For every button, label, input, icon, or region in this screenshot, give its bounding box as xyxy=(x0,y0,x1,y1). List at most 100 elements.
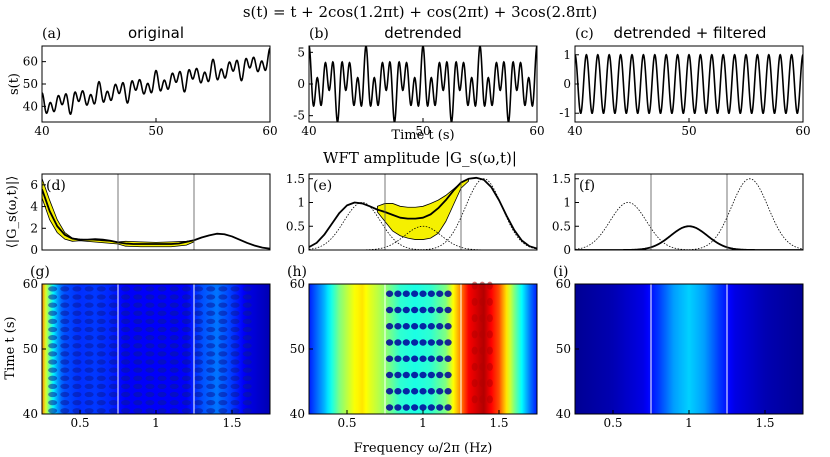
beat-blob-h xyxy=(427,355,435,362)
beat-blob-g xyxy=(72,286,82,292)
beat-blob-h xyxy=(471,297,478,306)
ytick-label-e-2: 1 xyxy=(297,196,305,210)
beat-blob-g xyxy=(121,343,131,349)
beat-blob-g xyxy=(157,351,167,357)
beat-blob-h xyxy=(402,306,410,314)
beat-blob-g xyxy=(157,367,167,373)
beat-blob-g xyxy=(230,302,240,308)
beat-blob-h xyxy=(427,306,435,314)
beat-blob-g xyxy=(157,318,167,324)
xlabel-b: Time t (s) xyxy=(391,128,454,143)
beat-blob-h xyxy=(479,379,486,388)
beat-blob-g xyxy=(48,310,58,316)
beat-blob-g xyxy=(133,391,143,398)
beat-blob-g xyxy=(206,400,216,406)
beat-blob-h xyxy=(427,290,435,297)
beat-blob-g xyxy=(194,359,204,365)
beat-blob-g xyxy=(181,294,191,300)
ytick-label-b-1: 0 xyxy=(297,77,305,91)
beat-blob-g xyxy=(157,408,167,414)
beat-blob-g xyxy=(133,326,143,333)
beat-blob-g xyxy=(181,302,191,308)
beat-blob-g xyxy=(181,343,191,349)
beat-blob-g xyxy=(108,367,118,373)
wft-heading: WFT amplitude |G_s(ω,t)| xyxy=(323,149,517,167)
beat-blob-g xyxy=(157,294,167,300)
beat-blob-g xyxy=(206,318,216,324)
beat-blob-g xyxy=(84,391,94,398)
beat-blob-g xyxy=(96,326,106,333)
beat-blob-g xyxy=(133,375,143,381)
beat-blob-g xyxy=(242,326,252,333)
beat-blob-g xyxy=(96,286,106,292)
beat-blob-g xyxy=(157,383,167,389)
series-line-c xyxy=(575,53,803,114)
beat-blob-h xyxy=(411,306,419,314)
beat-blob-h xyxy=(479,314,486,323)
xtick-label-a-0: 40 xyxy=(34,124,49,138)
beat-blob-g xyxy=(181,351,191,357)
beat-blob-h xyxy=(479,330,486,339)
beat-blob-g xyxy=(108,351,118,357)
beat-blob-g xyxy=(72,335,82,341)
beat-blob-g xyxy=(218,310,228,316)
beat-blob-g xyxy=(206,367,216,373)
beat-blob-g xyxy=(157,335,167,341)
beat-blob-g xyxy=(230,351,240,357)
panel-label-f: (f) xyxy=(579,178,595,194)
beat-blob-g xyxy=(108,335,118,341)
ytick-label-c-0: -1 xyxy=(559,106,571,120)
beat-blob-g xyxy=(48,326,58,333)
axes-frame-d xyxy=(41,173,271,251)
beat-blob-g xyxy=(218,391,228,398)
ytick-label-h-2: 60 xyxy=(290,277,305,291)
main-curve-f-0 xyxy=(575,225,803,250)
beat-blob-g xyxy=(242,400,252,406)
beat-blob-g xyxy=(96,391,106,398)
series-line-b xyxy=(309,46,537,122)
beat-blob-h xyxy=(394,290,402,297)
beat-blob-g xyxy=(230,408,240,414)
beat-blob-g xyxy=(194,326,204,333)
beat-blob-g xyxy=(121,286,131,292)
beat-blob-g xyxy=(121,351,131,357)
beat-blob-g xyxy=(60,351,70,357)
beat-blob-h xyxy=(419,306,427,314)
beat-blob-g xyxy=(181,318,191,324)
panel-label-h: (h) xyxy=(287,264,307,280)
beat-blob-h xyxy=(486,379,493,388)
beat-blob-g xyxy=(145,326,155,333)
beat-blob-g xyxy=(145,335,155,341)
beat-blob-g xyxy=(181,310,191,316)
beat-blob-g xyxy=(218,335,228,341)
beat-blob-g xyxy=(145,359,155,365)
beat-blob-g xyxy=(169,375,179,381)
beat-blob-g xyxy=(48,383,58,389)
beat-blob-h xyxy=(385,371,394,379)
beat-blob-g xyxy=(60,326,70,333)
beat-blob-g xyxy=(169,351,179,357)
beat-blob-h xyxy=(419,404,427,411)
beat-blob-g xyxy=(133,343,143,349)
xtick-label-b-2: 60 xyxy=(529,124,544,138)
xtick-label-i-0: 0.5 xyxy=(603,416,622,430)
beat-blob-g xyxy=(48,343,58,349)
beat-blob-h xyxy=(479,346,486,355)
beat-blob-h xyxy=(385,388,394,395)
beat-blob-g xyxy=(133,302,143,308)
beat-blob-h xyxy=(394,323,402,330)
beat-blob-g xyxy=(72,375,82,381)
beat-blob-h xyxy=(444,404,452,411)
beat-blob-g xyxy=(242,318,252,324)
beat-blob-g xyxy=(60,343,70,349)
beat-blob-h xyxy=(385,323,394,330)
beat-blob-g xyxy=(72,359,82,365)
beat-blob-g xyxy=(218,318,228,324)
beat-blob-g xyxy=(84,359,94,365)
beat-blob-g xyxy=(108,318,118,324)
beat-blob-h xyxy=(479,281,486,290)
ytick-label-e-0: 0 xyxy=(297,243,305,257)
beat-blob-h xyxy=(394,355,402,362)
beat-blob-h xyxy=(419,371,427,379)
beat-blob-g xyxy=(181,286,191,292)
